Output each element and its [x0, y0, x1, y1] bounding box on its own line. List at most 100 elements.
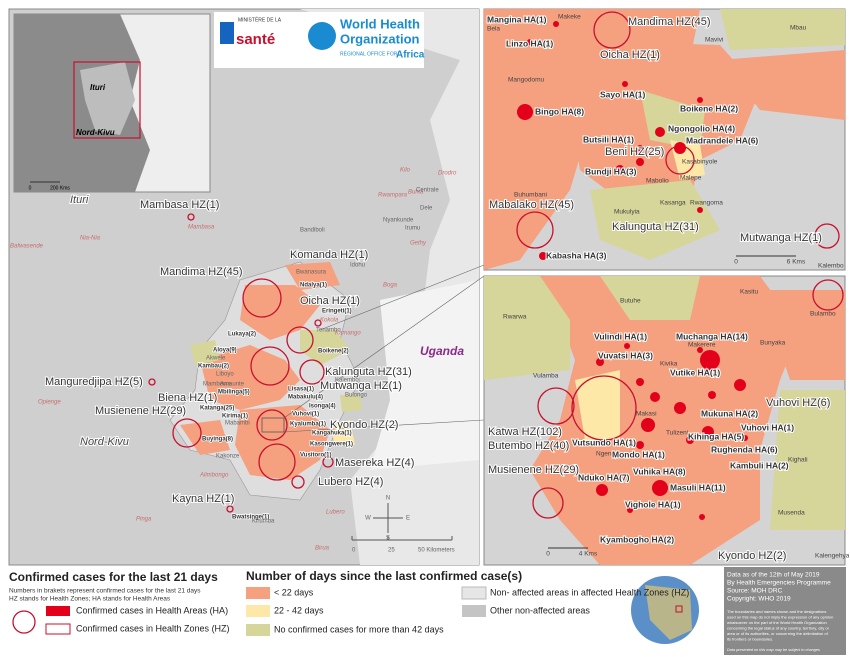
place-label: Drodro: [438, 171, 457, 177]
logo-box: [214, 12, 424, 68]
area-label: Vusitoro(1): [300, 453, 331, 459]
map-label: Ngongolio HA(4): [668, 123, 735, 133]
map-label: Kivika: [660, 361, 678, 368]
map-label: Boikene HA(2): [680, 103, 738, 113]
ministry: MINISTÈRE DE LA: [238, 16, 282, 23]
scale-label: 50 Kilometers: [418, 548, 455, 554]
map-label: Ngengere: [596, 451, 625, 458]
place-label: Kokola: [320, 318, 339, 324]
map-label: Kasitu: [740, 289, 758, 296]
place-label: Irumu: [405, 226, 420, 232]
place-label: Rwampara: [378, 193, 408, 199]
region-label: Ituri: [70, 194, 89, 206]
place-label: Bandiboli: [300, 228, 325, 234]
map-label: Vuhovi HZ(6): [766, 397, 830, 409]
compass-label: S: [386, 536, 390, 542]
legend-title: Confirmed cases for the last 21 days: [9, 570, 218, 584]
hz-circle: [256, 409, 288, 441]
hz-circle: [187, 213, 195, 221]
zone-label: Oicha HZ(1): [300, 295, 360, 307]
place-label: Amaunte: [220, 382, 245, 388]
map-label: Butsili HA(1): [583, 134, 634, 144]
hz-circle: [172, 418, 202, 448]
map-label: Bunyaka: [760, 340, 786, 347]
disclaimer: whatsoever on the part of the World Heal…: [727, 620, 827, 625]
map-label: Butuhe: [620, 298, 641, 305]
map-label: Bulambo: [810, 311, 836, 318]
place-label: Kalembo: [335, 378, 359, 384]
place-label: Kirumba: [252, 519, 275, 525]
area-label: Mabakulu(4): [288, 395, 323, 401]
map-label: Mondo HA(1): [612, 449, 665, 459]
map-label: Vutike HA(1): [670, 367, 720, 377]
scale-label: 0: [734, 259, 738, 266]
area-label: Vuhovi(1): [292, 412, 319, 418]
hz-circle: [314, 319, 322, 327]
place-label: Nyankunde: [383, 218, 414, 224]
inset-north: [483, 8, 846, 271]
map-label: Kyondo HZ(2): [718, 550, 786, 562]
place-label: Bwanasura: [296, 270, 327, 276]
area-label: Buyinga(8): [202, 437, 233, 443]
area-label: Katanga(25): [200, 406, 234, 412]
place-label: Idohu: [350, 263, 365, 269]
map-label: Malepe: [680, 175, 702, 182]
map-label: Musenda: [778, 510, 805, 517]
map-label: Oicha HZ(1): [600, 49, 660, 61]
zone-label: Mambasa HZ(1): [140, 199, 219, 211]
disclaimer: used on this map do not imply the expres…: [727, 615, 833, 620]
disclaimer: concerning the legal status of any count…: [727, 626, 830, 631]
map-label: Mabalako HZ(45): [489, 199, 574, 211]
inset-south: [483, 275, 846, 566]
overview-map: [13, 13, 211, 193]
hz-circle: [148, 378, 156, 386]
legend-item: Other non-affected areas: [490, 605, 590, 615]
hz-circle: [291, 475, 305, 489]
map-label: Vuhika HA(8): [633, 466, 686, 476]
map-label: Mangina HA(1): [487, 14, 547, 24]
area-label: Boikene(2): [318, 349, 349, 355]
map-label: Mandima HZ(45): [628, 16, 711, 28]
place-label: Birua: [315, 546, 330, 552]
zone-label: Musienene HZ(29): [95, 405, 186, 417]
map-label: Beni HZ(25): [605, 146, 664, 158]
area-label: Isonga(4): [309, 404, 336, 410]
place-label: Mambowa: [203, 382, 231, 388]
map-label: Katwa HZ(102): [488, 426, 562, 438]
scale-label: 6 Kms: [787, 259, 806, 266]
place-label: Kilo: [400, 168, 411, 174]
disclaimer: area or of its authorities, or concernin…: [727, 631, 829, 636]
disclaimer: The boundaries and names shown and the d…: [727, 609, 826, 614]
area-label: Bwatsinge(1): [232, 515, 269, 521]
zone-label: Lubero HZ(4): [318, 476, 383, 488]
place-label: Bafwasende: [10, 244, 44, 250]
map-label: Nduko HA(7): [578, 472, 630, 482]
place-label: Kamango: [335, 331, 361, 337]
ministry-name: santé: [236, 31, 275, 48]
map-label: Vighole HA(1): [625, 499, 681, 509]
map-label: Linzo HA(1): [506, 38, 553, 48]
area-label: Kasongwere(1): [310, 442, 353, 448]
zone-label: Kalunguta HZ(31): [325, 366, 412, 378]
legend-item: < 22 days: [274, 587, 314, 597]
place-label: Kakonze: [216, 454, 240, 460]
map-label: Muchanga HA(14): [676, 331, 748, 341]
place-label: Tenambo: [316, 328, 341, 334]
scale-label: 0: [29, 185, 32, 191]
map-label: Makerere: [688, 342, 716, 349]
map-label: Sayo HA(1): [600, 89, 646, 99]
place-label: Boga: [383, 283, 398, 289]
info-note: Data presented on this map may be subjec…: [727, 648, 820, 652]
legend-item: 22 - 42 days: [274, 605, 324, 615]
area-label: Aloya(9): [213, 348, 237, 354]
compass-label: E: [406, 516, 410, 522]
hz-circle: [299, 359, 325, 385]
scale-label: 0: [546, 551, 550, 558]
map-label: Kasanga: [660, 200, 686, 207]
region-label: Uganda: [420, 344, 464, 358]
place-label: Lubero: [326, 510, 345, 516]
area-label: Kyalumba(1): [290, 422, 326, 428]
who-africa: Africa: [396, 50, 425, 61]
info: Copyright: WHO 2019: [727, 596, 791, 603]
